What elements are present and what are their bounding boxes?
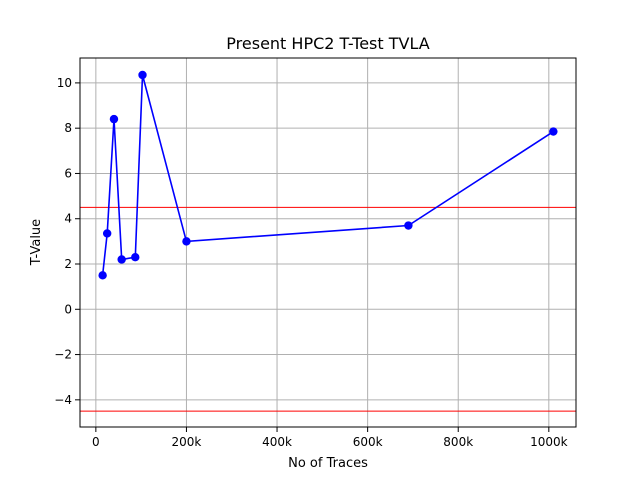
x-tick-label: 0 [92, 435, 100, 449]
y-axis-ticks: −4 −2 0 2 4 6 8 10 [54, 76, 80, 407]
x-tick-label: 600k [353, 435, 383, 449]
y-tick-label: 6 [64, 166, 72, 180]
x-tick-label: 800k [443, 435, 473, 449]
y-tick-label: 10 [57, 76, 72, 90]
plot-frame [79, 57, 577, 428]
grid-layer [80, 58, 576, 427]
data-point [131, 253, 140, 262]
x-axis-ticks: 0 200k 400k 600k 800k 1000k [92, 427, 568, 449]
x-axis-label: No of Traces [288, 456, 368, 471]
data-point [404, 221, 413, 230]
x-tick-label: 200k [172, 435, 202, 449]
x-tick-label: 400k [262, 435, 292, 449]
y-tick-label: 4 [64, 212, 72, 226]
y-tick-label: −4 [54, 393, 72, 407]
threshold-layer [80, 206, 576, 412]
series-layer [98, 70, 558, 280]
data-point [109, 114, 119, 124]
y-tick-label: −2 [54, 348, 72, 362]
y-axis-label: T-Value [29, 219, 44, 266]
data-point [182, 237, 191, 246]
series-line [101, 74, 554, 276]
x-tick-label: 1000k [530, 435, 568, 449]
data-point [549, 127, 558, 136]
data-point [138, 70, 147, 80]
y-tick-label: 8 [64, 121, 72, 135]
data-point [102, 229, 112, 238]
data-point [117, 255, 126, 264]
data-point [98, 271, 107, 280]
y-tick-label: 2 [64, 257, 72, 271]
chart-title: Present HPC2 T-Test TVLA [226, 34, 429, 53]
y-tick-label: 0 [64, 302, 72, 316]
